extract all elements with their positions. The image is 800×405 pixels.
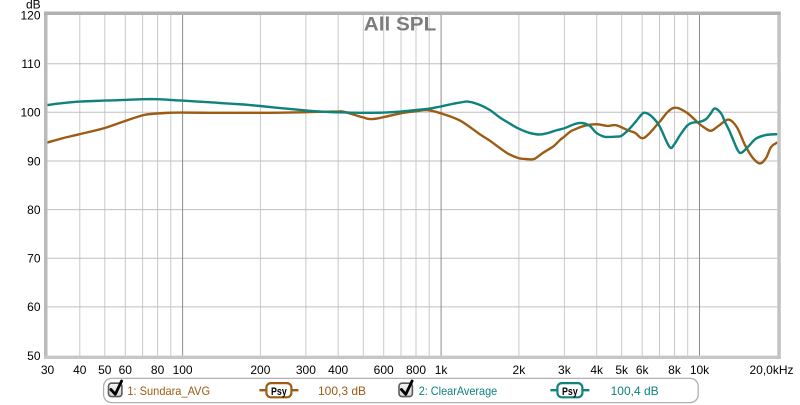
svg-text:All SPL: All SPL bbox=[364, 13, 437, 35]
svg-text:400: 400 bbox=[328, 363, 348, 377]
svg-text:6k: 6k bbox=[636, 363, 650, 377]
svg-text:100: 100 bbox=[173, 363, 193, 377]
svg-text:110: 110 bbox=[21, 57, 40, 71]
svg-text:8k: 8k bbox=[668, 363, 682, 377]
svg-text:2k: 2k bbox=[513, 363, 527, 377]
svg-text:80: 80 bbox=[27, 203, 41, 217]
svg-text:Psy: Psy bbox=[271, 386, 287, 398]
svg-text:2: ClearAverage: 2: ClearAverage bbox=[419, 384, 498, 398]
svg-text:800: 800 bbox=[406, 363, 426, 377]
svg-text:5k: 5k bbox=[615, 363, 629, 377]
svg-text:90: 90 bbox=[27, 154, 41, 168]
svg-text:4k: 4k bbox=[590, 363, 604, 377]
svg-text:Psy: Psy bbox=[562, 386, 578, 398]
svg-text:dB: dB bbox=[26, 0, 41, 12]
svg-text:100,3 dB: 100,3 dB bbox=[318, 384, 366, 398]
svg-text:70: 70 bbox=[27, 252, 41, 266]
svg-text:50: 50 bbox=[98, 363, 112, 377]
svg-text:300: 300 bbox=[296, 363, 316, 377]
svg-text:20,0kHz: 20,0kHz bbox=[749, 363, 793, 377]
svg-text:80: 80 bbox=[151, 363, 165, 377]
svg-text:100: 100 bbox=[20, 106, 40, 120]
svg-text:200: 200 bbox=[250, 363, 270, 377]
svg-text:60: 60 bbox=[119, 363, 133, 377]
svg-text:3k: 3k bbox=[558, 363, 572, 377]
svg-text:10k: 10k bbox=[690, 363, 710, 377]
svg-text:100,4 dB: 100,4 dB bbox=[611, 384, 659, 398]
svg-text:50: 50 bbox=[27, 349, 41, 363]
svg-text:30: 30 bbox=[41, 363, 55, 377]
svg-text:1: Sundara_AVG: 1: Sundara_AVG bbox=[127, 384, 210, 398]
svg-text:60: 60 bbox=[27, 300, 41, 314]
svg-text:120: 120 bbox=[20, 8, 40, 22]
svg-text:1k: 1k bbox=[435, 363, 449, 377]
svg-text:600: 600 bbox=[374, 363, 394, 377]
svg-text:40: 40 bbox=[73, 363, 87, 377]
